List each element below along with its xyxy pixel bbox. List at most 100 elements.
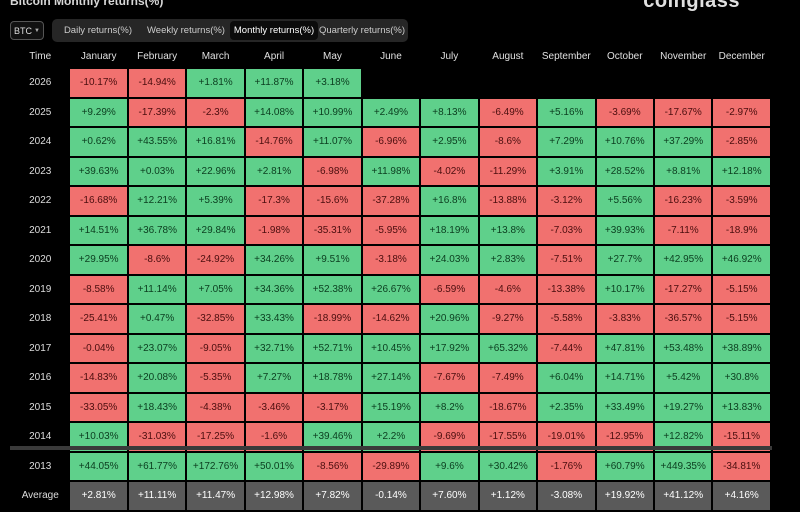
- return-cell: +19.27%: [654, 393, 712, 421]
- return-cell: -2.85%: [713, 128, 770, 156]
- return-cell: +39.63%: [70, 157, 127, 185]
- return-cell: +2.81%: [245, 157, 303, 185]
- return-cell: [421, 69, 478, 97]
- tab-weekly-returns[interactable]: Weekly returns(%): [147, 25, 225, 36]
- return-cell: +39.46%: [304, 423, 361, 451]
- return-cell: +18.19%: [421, 216, 478, 244]
- return-cell: -19.01%: [538, 423, 595, 451]
- return-cell: -36.57%: [654, 305, 712, 333]
- return-cell: -13.38%: [538, 275, 595, 303]
- return-cell: +10.76%: [596, 128, 653, 156]
- return-cell: -9.05%: [187, 334, 244, 362]
- chevron-down-icon: ▼: [34, 27, 40, 34]
- table-row: 2017 -0.04% +23.07% -9.05% +32.71% +52.71% +10…: [12, 334, 770, 362]
- return-cell: +5.56%: [596, 187, 653, 215]
- average-cell: +7.60%: [421, 482, 478, 510]
- return-cell: +61.77%: [128, 452, 186, 480]
- column-header-september: September: [538, 45, 595, 67]
- return-cell: -6.59%: [421, 275, 478, 303]
- return-cell: +29.95%: [70, 246, 127, 274]
- return-cell: -9.27%: [479, 305, 537, 333]
- return-cell: -13.88%: [479, 187, 537, 215]
- tab-monthly-returns[interactable]: Monthly returns(%): [230, 21, 318, 40]
- average-cell: +4.16%: [713, 482, 770, 510]
- return-cell: +17.92%: [421, 334, 478, 362]
- row-year: 2015: [12, 393, 69, 421]
- return-cell: +2.49%: [362, 98, 420, 126]
- column-header-march: March: [187, 45, 244, 67]
- return-cell: +8.13%: [421, 98, 478, 126]
- return-cell: -4.38%: [187, 393, 244, 421]
- return-cell: -7.67%: [421, 364, 478, 392]
- table-row: 2025 +9.29% -17.39% -2.3% +14.08% +10.99% +2.4…: [12, 98, 770, 126]
- return-cell: -6.49%: [479, 98, 537, 126]
- return-cell: -8.58%: [70, 275, 127, 303]
- return-cell: -8.6%: [479, 128, 537, 156]
- return-cell: +13.83%: [713, 393, 770, 421]
- return-cell: -6.96%: [362, 128, 420, 156]
- tab-quarterly-returns[interactable]: Quarterly returns(%): [318, 25, 406, 36]
- average-cell: +7.82%: [304, 482, 361, 510]
- return-cell: -17.25%: [187, 423, 244, 451]
- coin-selector-value: BTC: [14, 25, 33, 36]
- return-cell: -1.76%: [538, 452, 595, 480]
- return-cell: +33.49%: [596, 393, 653, 421]
- average-cell: +12.98%: [245, 482, 303, 510]
- return-cell: +42.95%: [654, 246, 712, 274]
- return-cell: -31.03%: [128, 423, 186, 451]
- return-cell: -5.15%: [713, 275, 770, 303]
- return-cell: +6.04%: [538, 364, 595, 392]
- return-cell: -7.51%: [538, 246, 595, 274]
- return-cell: +30.42%: [479, 452, 537, 480]
- return-cell: -3.46%: [245, 393, 303, 421]
- return-cell: -2.3%: [187, 98, 244, 126]
- return-cell: -17.3%: [245, 187, 303, 215]
- table-row: 2013 +44.05% +61.77% +172.76% +50.01% -8.56% -…: [12, 452, 770, 480]
- return-cell: +44.05%: [70, 452, 127, 480]
- return-cell: [362, 69, 420, 97]
- return-cell: +12.82%: [654, 423, 712, 451]
- return-cell: -4.6%: [479, 275, 537, 303]
- return-cell: +11.98%: [362, 157, 420, 185]
- row-year: 2025: [12, 98, 69, 126]
- return-cell: -7.49%: [479, 364, 537, 392]
- average-row: Average +2.81% +11.11% +11.47% +12.98% +7.82%…: [12, 482, 770, 510]
- return-cell: +27.7%: [596, 246, 653, 274]
- return-cell: -17.39%: [128, 98, 186, 126]
- return-cell: -18.67%: [479, 393, 537, 421]
- return-cell: +47.81%: [596, 334, 653, 362]
- return-cell: +15.19%: [362, 393, 420, 421]
- return-cell: -35.31%: [304, 216, 361, 244]
- return-cell: -6.98%: [304, 157, 361, 185]
- table-row: 2022 -16.68% +12.21% +5.39% -17.3% -15.6% -37.…: [12, 187, 770, 215]
- return-cell: -7.44%: [538, 334, 595, 362]
- row-year: 2014: [12, 423, 69, 451]
- return-cell: -16.23%: [654, 187, 712, 215]
- tab-daily-returns[interactable]: Daily returns(%): [63, 25, 133, 36]
- horizontal-scrollbar[interactable]: [10, 446, 772, 450]
- return-cell: +37.29%: [654, 128, 712, 156]
- return-cell: +65.32%: [479, 334, 537, 362]
- return-cell: +46.92%: [713, 246, 770, 274]
- return-cell: +29.84%: [187, 216, 244, 244]
- return-cell: +2.95%: [421, 128, 478, 156]
- return-cell: +2.83%: [479, 246, 537, 274]
- table-row: 2021 +14.51% +36.78% +29.84% -1.98% -35.31% -5…: [12, 216, 770, 244]
- return-cell: +52.71%: [304, 334, 361, 362]
- return-cell: -32.85%: [187, 305, 244, 333]
- return-cell: -15.11%: [713, 423, 770, 451]
- coin-selector[interactable]: BTC ▼: [10, 21, 44, 40]
- column-header-august: August: [479, 45, 537, 67]
- return-cell: +5.16%: [538, 98, 595, 126]
- return-cell: -17.27%: [654, 275, 712, 303]
- row-year: 2017: [12, 334, 69, 362]
- return-cell: +24.03%: [421, 246, 478, 274]
- return-cell: -16.68%: [70, 187, 127, 215]
- return-cell: -1.98%: [245, 216, 303, 244]
- table-row: 2020 +29.95% -8.6% -24.92% +34.26% +9.51% -3.1…: [12, 246, 770, 274]
- return-cell: +9.51%: [304, 246, 361, 274]
- return-cell: -3.59%: [713, 187, 770, 215]
- return-cell: -8.6%: [128, 246, 186, 274]
- return-cell: +7.05%: [187, 275, 244, 303]
- return-cell: [479, 69, 537, 97]
